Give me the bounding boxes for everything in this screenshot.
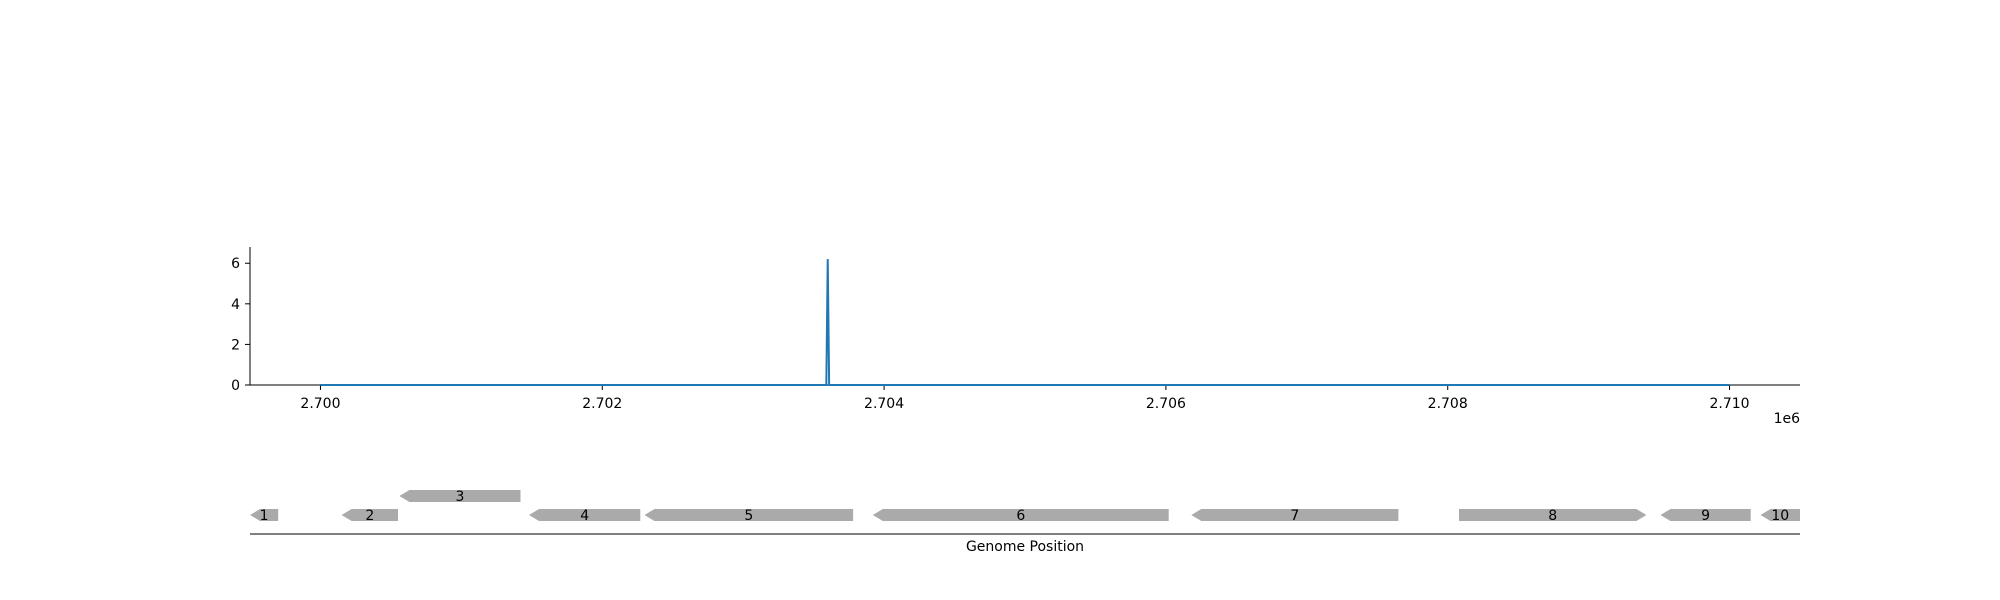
y-tick-label: 4 <box>231 297 240 313</box>
gene-label: 9 <box>1701 508 1710 524</box>
gene-track-panel: 1 2 3 4 5 6 7 8 9 10 Genome Position <box>250 489 1800 555</box>
gene-arrow <box>872 509 1169 521</box>
x-axis-ticks: 2.700 2.702 2.704 2.706 2.708 2.710 <box>300 385 1750 412</box>
y-tick-label: 6 <box>231 256 240 272</box>
gene-label: 6 <box>1016 508 1025 524</box>
x-axis-offset-label: 1e6 <box>1774 411 1801 427</box>
gene-arrows: 1 2 3 4 5 6 7 8 9 10 <box>250 489 1800 524</box>
series-group <box>320 259 1730 386</box>
gene-arrow <box>644 509 854 521</box>
gene-label: 1 <box>260 508 269 524</box>
y-axis-ticks: 0 2 4 6 <box>231 256 250 394</box>
gene-arrow <box>1459 509 1647 521</box>
gene-arrow <box>250 509 279 521</box>
gene-arrow <box>1760 509 1800 521</box>
y-tick-label: 0 <box>231 378 240 394</box>
gene-label: 3 <box>456 489 465 505</box>
gene-arrow <box>1191 509 1399 521</box>
coverage-panel: 0 2 4 6 2.700 2.702 2.704 2.706 2.708 2.710 1e6 <box>231 247 1800 427</box>
gene-label: 2 <box>365 508 374 524</box>
gene-arrow <box>1660 509 1751 521</box>
gene-label: 5 <box>744 508 753 524</box>
x-tick-label: 2.702 <box>582 396 622 412</box>
x-tick-label: 2.710 <box>1709 396 1749 412</box>
gene-label: 8 <box>1548 508 1557 524</box>
x-tick-label: 2.708 <box>1428 396 1468 412</box>
y-tick-label: 2 <box>231 337 240 353</box>
gene-label: 4 <box>580 508 589 524</box>
x-tick-label: 2.706 <box>1146 396 1186 412</box>
x-axis-title: Genome Position <box>966 539 1084 555</box>
gene-label: 7 <box>1290 508 1299 524</box>
gene-label: 10 <box>1771 508 1789 524</box>
gene-arrow <box>529 509 641 521</box>
x-tick-label: 2.704 <box>864 396 904 412</box>
gene-arrow <box>341 509 398 521</box>
coverage-series-line <box>320 259 1730 386</box>
x-tick-label: 2.700 <box>300 396 340 412</box>
gene-arrow <box>399 490 521 502</box>
